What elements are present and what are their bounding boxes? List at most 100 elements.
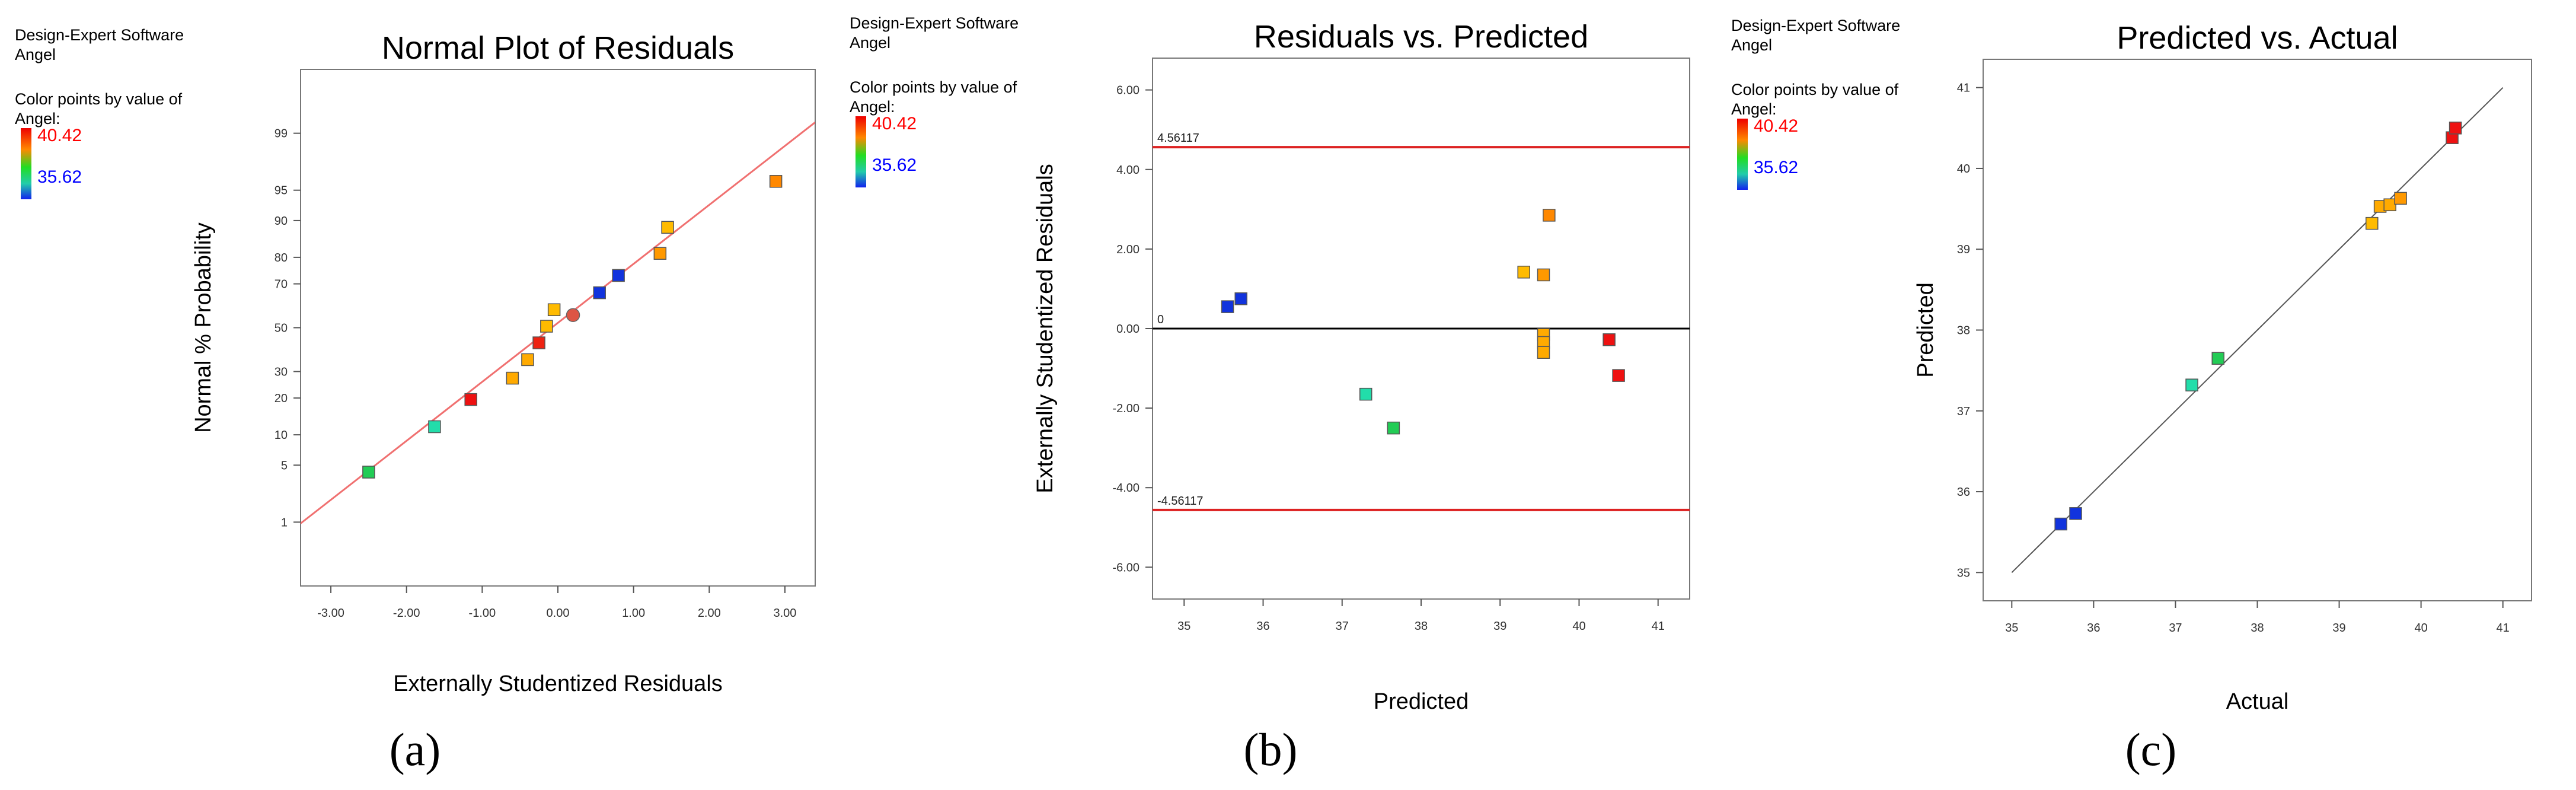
data-point [1537, 268, 1550, 282]
data-point [2185, 378, 2198, 391]
legend-high-value: 40.42 [872, 114, 917, 133]
legend-high-value: 40.42 [37, 126, 82, 145]
y-tick-label: 30 [274, 365, 288, 378]
y-tick-label: 37 [1957, 405, 1970, 418]
x-tick-label: -3.00 [317, 607, 344, 620]
x-tick-label: 40 [1572, 620, 1585, 633]
y-tick-label: 40 [1957, 163, 1970, 176]
x-axis-label: Actual [2226, 689, 2289, 714]
y-tick-label: 5 [281, 459, 288, 472]
data-point [1359, 387, 1372, 401]
x-tick-label: 2.00 [698, 607, 721, 620]
x-tick-label: 39 [1493, 620, 1506, 633]
data-point [1234, 292, 1247, 305]
y-tick-label: 6.00 [1116, 84, 1139, 97]
x-tick-label: 0.00 [547, 607, 570, 620]
data-point [532, 336, 545, 349]
y-tick-label: -6.00 [1112, 561, 1139, 574]
data-point [612, 269, 625, 282]
x-tick-label: 37 [2169, 622, 2182, 635]
data-point [2069, 507, 2082, 520]
software-label: Design-Expert Software [15, 26, 184, 44]
plot-frame [300, 69, 816, 587]
legend-block: Design-Expert Software Angel Color points … [15, 26, 184, 199]
data-point [769, 175, 783, 188]
x-tick-label: 40 [2414, 622, 2427, 635]
y-tick-label: 35 [1957, 566, 1970, 579]
legend-factor: Angel: [850, 98, 895, 116]
y-tick-label: 2.00 [1116, 243, 1139, 256]
factor-name: Angel [1731, 36, 1772, 54]
legend-caption: Color points by value of [15, 90, 183, 108]
diagonal-reference-line [2011, 87, 2504, 574]
software-label: Design-Expert Software [850, 14, 1019, 32]
legend-low-value: 35.62 [872, 155, 917, 175]
chart-title: Residuals vs. Predicted [1254, 19, 1588, 55]
x-tick-label: 1.00 [622, 607, 645, 620]
panel-label: (b) [1244, 724, 1298, 775]
chart-panel-a: Normal Plot of Residuals -3.00 -2.00 -1.00 0… [191, 30, 816, 775]
x-tick-label: 38 [1415, 620, 1428, 633]
data-point [1221, 300, 1234, 313]
x-tick-label: 35 [1177, 620, 1190, 633]
normal-fit-line [301, 122, 815, 524]
data-point [2394, 192, 2407, 205]
data-point [1387, 421, 1400, 435]
y-tick-label: -2.00 [1112, 402, 1139, 415]
factor-name: Angel [15, 46, 56, 63]
legend-color-bar [1737, 119, 1748, 190]
data-point [1603, 333, 1616, 346]
software-label: Design-Expert Software [1731, 17, 1900, 34]
data-point [506, 371, 519, 385]
y-axis-label: Externally Studentized Residuals [1033, 164, 1058, 493]
x-tick-label: 35 [2005, 622, 2018, 635]
legend-factor: Angel: [1731, 100, 1777, 118]
data-point [661, 221, 674, 234]
factor-name: Angel [850, 34, 890, 52]
y-tick-label: 0.00 [1116, 323, 1139, 336]
x-tick-label: 41 [2497, 622, 2510, 635]
legend-block: Design-Expert Software Angel Color points … [1731, 17, 1900, 190]
legend-factor: Angel: [15, 110, 60, 128]
y-tick-label: 10 [274, 429, 288, 442]
x-tick-label: 39 [2332, 622, 2345, 635]
data-point [547, 303, 561, 316]
y-tick-label: 38 [1957, 324, 1970, 337]
y-axis-label: Normal % Probability [191, 222, 216, 433]
limit-label: 4.56117 [1157, 132, 1199, 145]
data-point [1612, 369, 1625, 382]
data-point [362, 466, 375, 479]
chart-title: Predicted vs. Actual [2117, 20, 2398, 56]
data-point [2449, 122, 2462, 135]
limit-label: 0 [1157, 313, 1164, 326]
data-point [1537, 346, 1550, 359]
y-tick-label: 95 [274, 184, 288, 198]
chart-panel-c: Predicted vs. Actual 35 36 37 38 39 40 41 35 36 37… [1913, 20, 2532, 775]
y-tick-label: 99 [274, 128, 288, 141]
data-point [2383, 198, 2396, 212]
y-axis-label: Predicted [1913, 282, 1938, 378]
data-point [464, 393, 477, 406]
y-tick-label: 41 [1957, 82, 1970, 95]
x-tick-label: 37 [1336, 620, 1349, 633]
data-point [2366, 216, 2379, 230]
data-point [428, 420, 441, 434]
legend-low-value: 35.62 [1754, 158, 1798, 177]
x-tick-label: 36 [1256, 620, 1269, 633]
x-tick-label: 38 [2251, 622, 2264, 635]
y-tick-label: 90 [274, 215, 288, 228]
legend-low-value: 35.62 [37, 167, 82, 187]
y-tick-label: -4.00 [1112, 482, 1139, 495]
limit-label: -4.56117 [1157, 495, 1203, 508]
panel-label: (c) [2125, 724, 2177, 775]
x-axis-label: Externally Studentized Residuals [393, 671, 723, 696]
data-point [1543, 209, 1556, 222]
legend-high-value: 40.42 [1754, 116, 1798, 136]
y-tick-label: 80 [274, 251, 288, 265]
data-point [593, 286, 606, 300]
x-tick-label: 41 [1652, 620, 1665, 633]
y-tick-label: 70 [274, 278, 288, 291]
data-point [653, 247, 667, 260]
x-tick-label: 36 [2087, 622, 2100, 635]
